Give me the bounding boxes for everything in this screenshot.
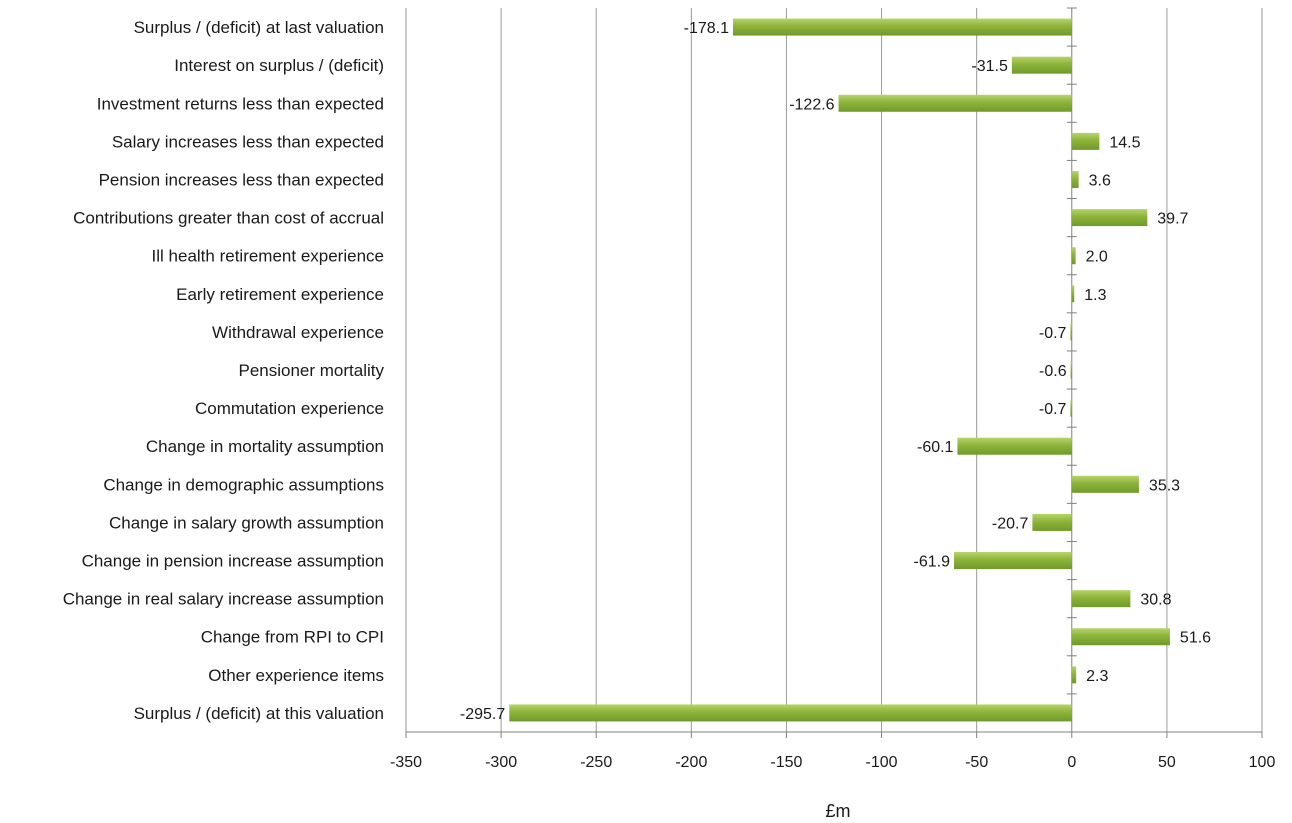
data-label: 2.3 [1086,668,1108,685]
x-tick-label: 0 [1067,754,1076,771]
bar [1071,475,1139,493]
data-label: 14.5 [1109,134,1140,151]
data-label: 2.0 [1086,249,1108,266]
data-label: -295.7 [460,706,505,723]
x-tick-label: -200 [675,754,707,771]
data-label: -178.1 [684,20,729,37]
x-axis-title: £m [825,801,850,821]
data-label: 35.3 [1149,477,1180,494]
bar [1071,209,1148,227]
labels: -350 -300 -250 -200 -150 -100 -50 0 50 100 Surplus… [63,18,1276,771]
data-label: -0.7 [1039,325,1067,342]
bars [509,18,1170,722]
x-tick-label: 100 [1249,754,1276,771]
category-label: Investment returns less than expected [97,94,384,113]
category-label: Early retirement experience [176,285,384,304]
data-label: -61.9 [914,554,951,571]
category-label: Pension increases less than expected [99,170,384,189]
category-label: Salary increases less than expected [112,132,384,151]
category-label: Change from RPI to CPI [201,628,384,647]
bar [954,552,1072,570]
bar [1071,132,1100,150]
category-label: Ill health retirement experience [152,247,384,266]
data-label: -20.7 [992,515,1029,532]
data-label: 51.6 [1180,630,1211,647]
bar [1071,247,1076,265]
x-tick-label: -300 [485,754,517,771]
x-tick-label: 50 [1158,754,1176,771]
category-label: Change in demographic assumptions [103,475,384,494]
category-label: Change in pension increase assumption [82,552,384,571]
bar [1071,170,1079,188]
category-label: Surplus / (deficit) at this valuation [134,704,384,723]
category-label: Surplus / (deficit) at last valuation [134,18,384,37]
data-label: -60.1 [917,439,954,456]
x-tick-label: -350 [390,754,422,771]
data-label: 30.8 [1140,592,1171,609]
bar [1011,56,1072,74]
x-tick-label: -150 [770,754,802,771]
category-label: Change in mortality assumption [146,437,384,456]
bar [1070,361,1072,379]
category-label: Other experience items [208,666,384,685]
data-label: -122.6 [789,96,834,113]
data-label: -0.6 [1039,363,1067,380]
bar [1071,666,1077,684]
category-label: Withdrawal experience [212,323,384,342]
data-label: 39.7 [1157,211,1188,228]
category-label: Pensioner mortality [238,361,384,380]
bar [957,437,1072,455]
data-label: -31.5 [971,58,1008,75]
category-label: Contributions greater than cost of accru… [73,209,384,228]
bar [1070,323,1072,341]
bar [1071,628,1170,646]
x-tick-label: -50 [965,754,988,771]
bar [838,94,1072,112]
bar [1032,513,1072,531]
x-tick-label: -100 [866,754,898,771]
data-label: 3.6 [1089,172,1111,189]
bar [1071,590,1131,608]
bar [509,704,1072,722]
category-label: Interest on surplus / (deficit) [174,56,384,75]
bar [1071,285,1075,303]
bar [1070,399,1072,417]
grid-lines [405,8,1263,732]
category-label: Commutation experience [195,399,384,418]
data-label: -0.7 [1039,401,1067,418]
x-tick-label: -250 [580,754,612,771]
bar [732,18,1072,36]
data-label: 1.3 [1084,287,1106,304]
category-label: Change in real salary increase assumptio… [63,590,384,609]
category-label: Change in salary growth assumption [109,513,384,532]
